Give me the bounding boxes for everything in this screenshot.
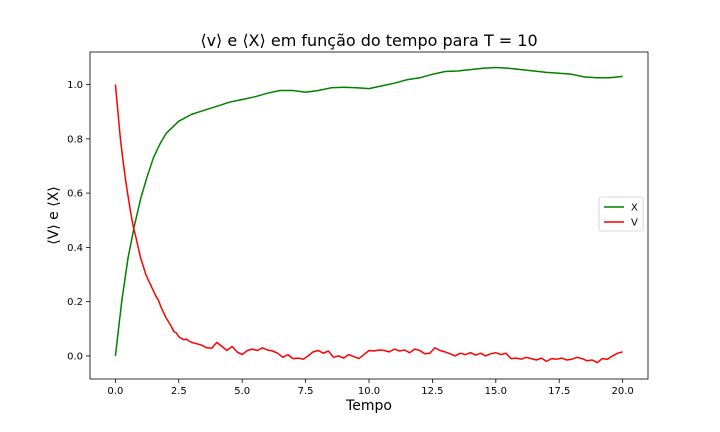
series-line-v bbox=[114, 84, 623, 364]
y-tick-label: 0.4 bbox=[67, 243, 83, 254]
y-axis-label: ⟨V⟩ e ⟨X⟩ bbox=[46, 186, 62, 245]
x-tick-label: 10.0 bbox=[358, 386, 380, 397]
x-tick-label: 7.5 bbox=[298, 386, 314, 397]
chart-title: ⟨v⟩ e ⟨X⟩ em função do tempo para T = 10 bbox=[200, 31, 537, 50]
legend: XV bbox=[598, 196, 644, 232]
x-tick-label: 2.5 bbox=[171, 386, 187, 397]
y-tick-label: 0.0 bbox=[67, 351, 83, 362]
y-tick-label: 1.0 bbox=[67, 80, 83, 91]
x-tick-label: 15.0 bbox=[485, 386, 507, 397]
x-tick-label: 20.0 bbox=[612, 386, 634, 397]
x-axis-ticks: 0.0 2.5 5.0 7.5 10.0 12.5 15.0 17.5 20.0 bbox=[107, 379, 634, 397]
x-tick-label: 0.0 bbox=[107, 386, 123, 397]
y-axis-ticks: 0.0 0.2 0.4 0.6 0.8 1.0 bbox=[67, 80, 90, 362]
x-axis-label: Tempo bbox=[345, 398, 392, 414]
y-tick-label: 0.6 bbox=[67, 189, 83, 200]
legend-label-v: V bbox=[631, 218, 638, 229]
y-tick-label: 0.8 bbox=[67, 134, 83, 145]
x-tick-label: 5.0 bbox=[234, 386, 250, 397]
y-tick-label: 0.2 bbox=[67, 297, 83, 308]
x-tick-label: 17.5 bbox=[548, 386, 570, 397]
legend-label-x: X bbox=[631, 203, 638, 214]
x-tick-label: 12.5 bbox=[421, 386, 443, 397]
series-line-x bbox=[114, 66, 623, 356]
